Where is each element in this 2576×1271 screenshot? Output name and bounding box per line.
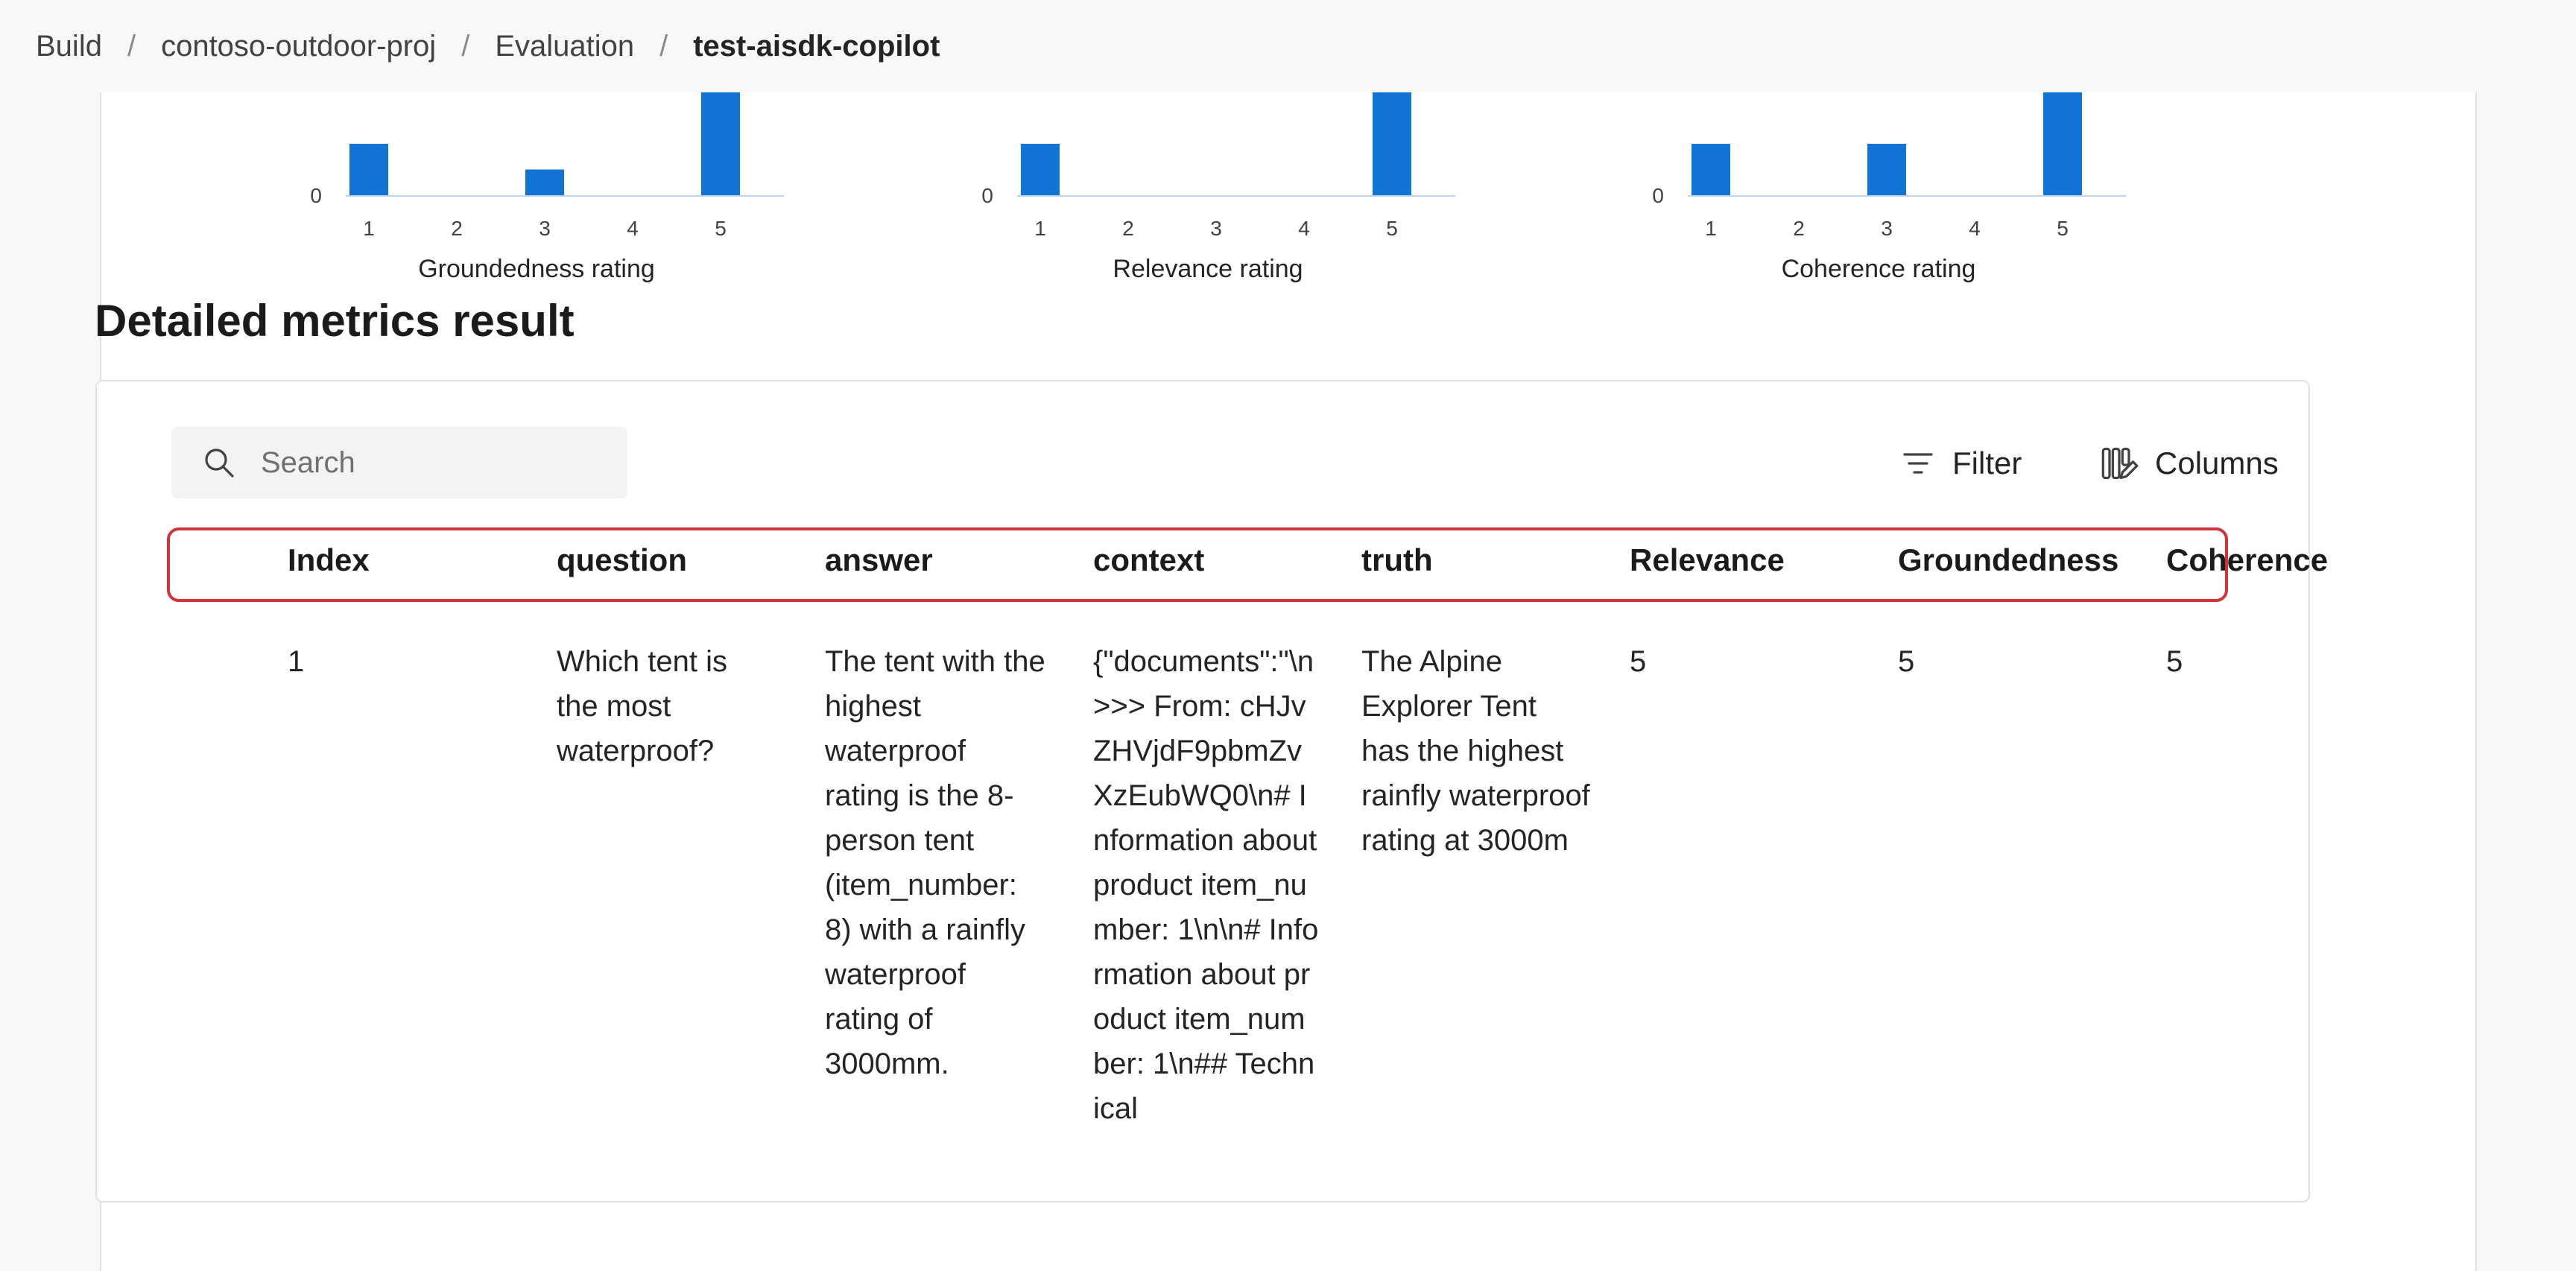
breadcrumb-separator: / [659,29,668,63]
breadcrumb-separator: / [127,29,136,63]
coherence-chart-xlabel: Coherence rating [1781,255,1976,283]
x-tick-label: 3 [539,217,551,240]
x-tick-label: 2 [451,217,463,240]
filter-button[interactable]: Filter [1900,440,2022,487]
column-header-answer[interactable]: answer [825,542,933,577]
cell-context: {"documents":"\n>>> From: cHJvZHVjdF9pbm… [1093,645,1319,1125]
column-header-groundedness[interactable]: Groundedness [1898,542,2119,577]
x-tick-label: 4 [1969,217,1981,240]
breadcrumb-evaluation[interactable]: Evaluation [495,29,635,63]
breadcrumb-separator: / [461,29,470,63]
relevance-chart: 0 1 2 3 4 5 Relevance rating [925,92,1491,301]
section-title: Detailed metrics result [95,296,575,346]
column-header-truth[interactable]: truth [1361,542,1433,577]
cell-question: Which tent is the most waterproof? [557,645,727,767]
x-tick-label: 5 [2057,217,2069,240]
bar [1373,92,1411,195]
search-icon [205,449,234,478]
cell-coherence: 5 [2166,645,2183,678]
coherence-chart-plot: 0 1 2 3 4 5 [1652,92,2126,240]
cell-index: 1 [288,645,305,678]
search-input[interactable] [259,445,620,481]
breadcrumb: Build / contoso-outdoor-proj / Evaluatio… [0,0,2576,92]
x-tick-label: 3 [1210,217,1222,240]
table-header-row [167,527,2228,602]
breadcrumb-build[interactable]: Build [36,29,102,63]
x-tick-label: 2 [1122,217,1134,240]
column-header-question[interactable]: question [557,542,687,577]
x-tick-label: 3 [1881,217,1893,240]
breadcrumb-current-run: test-aisdk-copilot [693,29,940,63]
x-tick-label: 1 [363,217,375,240]
groundedness-chart: 0 1 2 3 4 5 Groundedness rating [253,92,820,301]
cell-groundedness: 5 [1898,645,1915,678]
groundedness-chart-xlabel: Groundedness rating [418,255,655,283]
relevance-chart-plot: 0 1 2 3 4 5 [981,92,1455,240]
x-tick-label: 5 [715,217,727,240]
bar [1867,144,1906,195]
column-header-context[interactable]: context [1093,542,1205,577]
cell-truth: The Alpine Explorer Tent has the highest… [1361,645,1590,857]
bar [701,92,740,195]
columns-button[interactable]: Columns [2100,440,2279,487]
x-tick-label: 4 [1298,217,1310,240]
relevance-chart-xlabel: Relevance rating [1113,255,1303,283]
y-tick-label: 0 [981,184,993,207]
filter-label: Filter [1952,446,2022,481]
column-header-relevance[interactable]: Relevance [1630,542,1785,577]
x-tick-label: 1 [1705,217,1717,240]
metrics-table-card [95,380,2310,1202]
column-header-index[interactable]: Index [288,542,370,577]
bar [2043,92,2082,195]
y-tick-label: 0 [1652,184,1664,207]
filter-icon [1903,453,1933,474]
bar [349,144,388,195]
x-tick-label: 1 [1034,217,1046,240]
breadcrumb-project[interactable]: contoso-outdoor-proj [161,29,437,63]
x-tick-label: 4 [627,217,639,240]
coherence-chart: 0 1 2 3 4 5 Coherence rating [1595,92,2162,301]
columns-edit-icon [2101,447,2139,480]
cell-relevance: 5 [1630,645,1647,678]
bar [1692,144,1730,195]
bar [1021,144,1060,195]
column-header-coherence[interactable]: Coherence [2166,542,2329,577]
y-tick-label: 0 [310,184,322,207]
groundedness-chart-plot: 0 1 2 3 4 5 [310,92,784,240]
columns-label: Columns [2155,446,2279,481]
search-box[interactable] [171,427,627,498]
cell-answer: The tent with the highest waterproof rat… [825,645,1045,1080]
bar [525,169,564,195]
x-tick-label: 2 [1793,217,1805,240]
x-tick-label: 5 [1386,217,1398,240]
